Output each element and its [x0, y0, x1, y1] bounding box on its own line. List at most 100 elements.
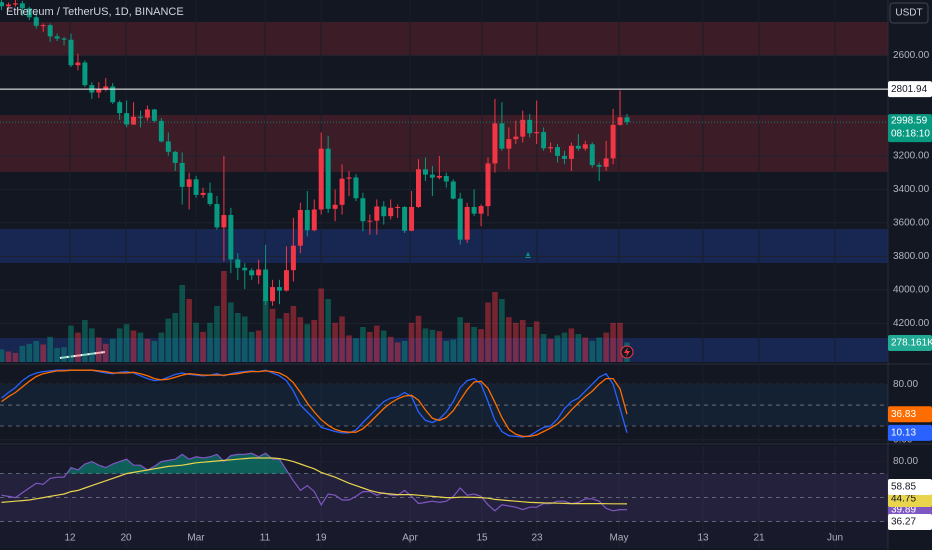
x-tick-label: 20	[120, 533, 132, 544]
volume-bar	[130, 330, 137, 362]
volume-bar	[464, 322, 470, 362]
candle-body	[12, 3, 18, 5]
y-tick-label: 3600.00	[893, 218, 930, 229]
y-tick-label: 3800.00	[893, 251, 930, 262]
candle-body	[179, 162, 185, 187]
volume-bar	[380, 330, 387, 362]
volume-bar	[0, 349, 5, 362]
candle-body	[374, 206, 380, 221]
volume-bar	[415, 315, 422, 362]
volume-bar	[471, 327, 477, 362]
volume-bar	[33, 341, 40, 362]
candle-body	[332, 204, 338, 209]
stoch-line	[1, 369, 628, 438]
candle-body	[450, 181, 456, 199]
candle-body	[506, 139, 512, 149]
candle-body	[568, 145, 574, 159]
volume-bar	[158, 332, 165, 362]
volume-bar	[339, 316, 345, 362]
volume-bar	[5, 351, 12, 362]
candle-body	[33, 17, 39, 26]
price-tag	[888, 424, 932, 441]
candle-body	[200, 192, 206, 195]
candle-body	[5, 4, 11, 7]
candle-body	[207, 192, 213, 204]
volume-bar	[283, 313, 290, 362]
price-tag	[888, 81, 932, 98]
currency-box[interactable]	[889, 2, 929, 24]
candle-body	[235, 259, 241, 268]
candle-body	[534, 132, 540, 134]
volume-bar	[75, 332, 81, 362]
price-tag-label: 39.89	[891, 505, 916, 516]
candle-body	[144, 109, 150, 118]
volume-bar	[241, 316, 248, 362]
volume-bar	[513, 322, 519, 362]
x-tick-label: 19	[315, 533, 327, 544]
x-tick-label: 11	[260, 533, 271, 544]
volume-bar	[116, 328, 123, 362]
candle-body	[110, 86, 116, 103]
candle-body	[124, 113, 130, 125]
candle-body	[311, 209, 317, 231]
candle-body	[283, 270, 289, 291]
volume-bar	[40, 344, 46, 362]
candle-body	[429, 174, 435, 178]
candle-body	[325, 148, 331, 209]
candle-body	[158, 120, 164, 142]
volume-bar	[262, 299, 269, 362]
price-tag	[888, 406, 932, 423]
volume-bar	[485, 302, 491, 362]
candle-body	[96, 89, 102, 93]
volume-bar	[617, 322, 623, 362]
candle-body	[270, 287, 276, 302]
volume-bar	[12, 352, 19, 362]
candle-body	[443, 175, 449, 182]
volume-bar	[235, 313, 241, 362]
stoch-line	[1, 369, 628, 438]
candle-body	[68, 39, 74, 66]
x-tick-label: Mar	[187, 533, 205, 544]
volume-bar	[540, 334, 547, 362]
candle-body	[416, 169, 421, 207]
candle-body	[541, 132, 547, 149]
candle-body	[256, 269, 262, 276]
volume-bar	[568, 328, 575, 362]
candle-body	[485, 163, 491, 207]
candle-body	[47, 25, 53, 37]
candle-body	[464, 206, 470, 240]
volume-bar	[290, 306, 297, 362]
candle-body	[395, 206, 401, 208]
candle-body	[548, 147, 554, 149]
candle-body	[589, 144, 595, 166]
volume-bar	[297, 317, 304, 362]
event-icon-bolt	[624, 347, 630, 357]
candle-body	[617, 117, 623, 125]
demand-zone	[0, 338, 888, 362]
volume-bar	[547, 338, 554, 362]
volume-bar	[554, 335, 561, 362]
volume-bar	[582, 337, 589, 362]
volume-bar	[436, 331, 443, 362]
candle-body	[165, 141, 171, 152]
volume-bar	[54, 348, 60, 362]
candle-body	[610, 124, 616, 159]
candle-body	[103, 86, 109, 90]
volume-bar	[353, 338, 359, 362]
x-tick-label: Apr	[402, 533, 418, 544]
volume-bar	[603, 332, 609, 362]
candle-body	[277, 287, 282, 291]
volume-bar	[325, 299, 331, 362]
candle-body	[0, 2, 4, 7]
volume-bar	[47, 336, 53, 362]
volume-bar	[96, 337, 102, 362]
volume-bar	[533, 321, 540, 362]
candle-body	[151, 109, 157, 121]
candle-body	[138, 116, 143, 118]
candle-body	[499, 123, 505, 149]
currency: USDT	[895, 8, 922, 19]
price-tag-label: 44.75	[891, 494, 916, 505]
x-tick-label: 23	[531, 533, 543, 544]
